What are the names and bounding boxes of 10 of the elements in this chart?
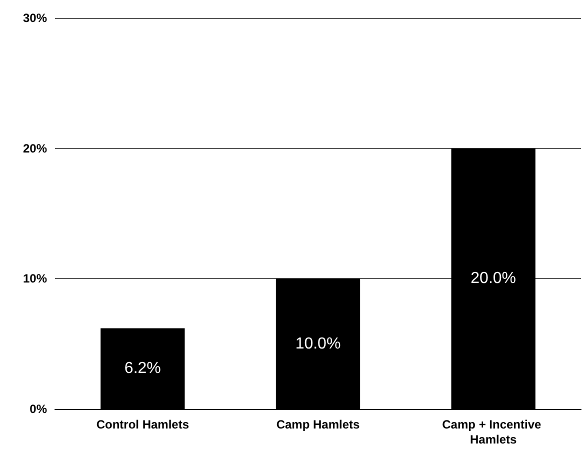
data-label: 6.2%: [124, 360, 161, 378]
y-tick-label: 20%: [22, 141, 48, 156]
x-tick-label: Camp Hamlets: [276, 418, 360, 432]
y-tick-label: 30%: [22, 11, 48, 25]
data-label: 10.0%: [295, 335, 341, 352]
x-tick-label: Control Hamlets: [96, 418, 190, 432]
y-tick-label: 0%: [30, 402, 48, 416]
x-tick-label: Camp + Incentive Hamlets: [442, 418, 545, 446]
data-label: 20.0%: [470, 270, 516, 288]
y-tick-label: 10%: [22, 272, 48, 286]
